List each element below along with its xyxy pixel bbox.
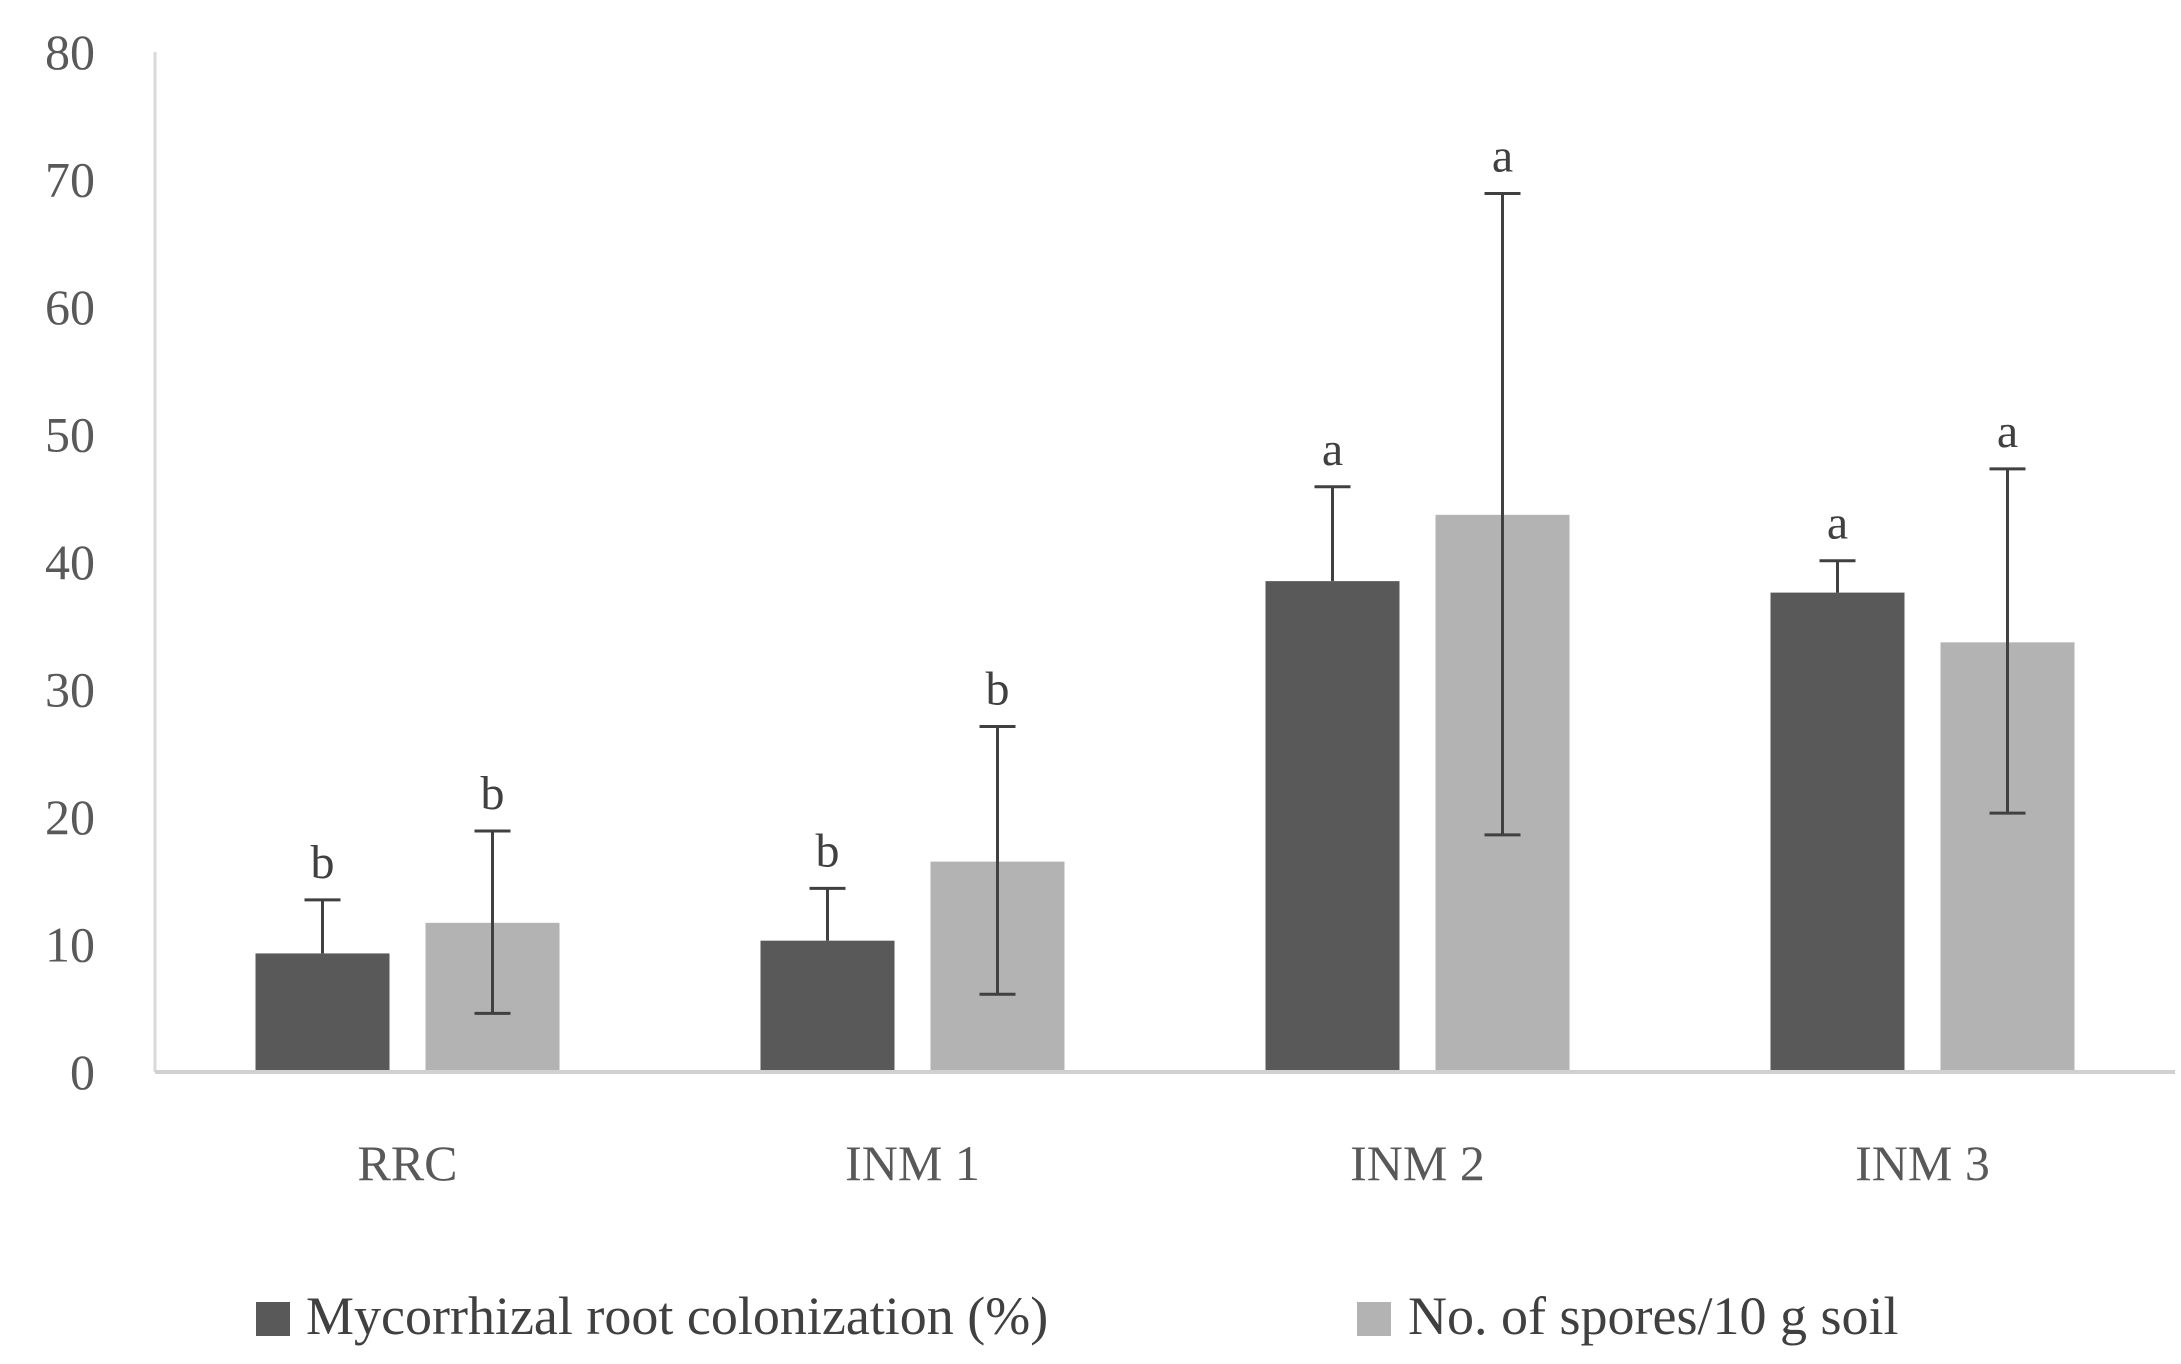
y-tick-label-10: 10 xyxy=(45,917,95,973)
bar-s0-inm-1 xyxy=(760,940,895,1072)
legend-swatch-spores xyxy=(1357,1302,1391,1336)
significance-label-s1-rrc: b xyxy=(481,767,505,820)
significance-label-s1-inm-1: b xyxy=(986,662,1010,715)
significance-label-s0-inm-1: b xyxy=(816,824,840,877)
bar-s0-inm-2 xyxy=(1265,581,1400,1072)
legend-label-mycorrhizal: Mycorrhizal root colonization (%) xyxy=(306,1286,1048,1346)
y-tick-label-20: 20 xyxy=(45,789,95,845)
y-tick-label-60: 60 xyxy=(45,279,95,335)
legend-label-spores: No. of spores/10 g soil xyxy=(1408,1286,1898,1346)
y-tick-label-80: 80 xyxy=(45,24,95,80)
significance-label-s0-inm-3: a xyxy=(1827,497,1848,550)
y-tick-label-40: 40 xyxy=(45,534,95,590)
y-axis-ticks: 0 10 20 30 40 50 60 70 80 xyxy=(45,24,95,1100)
bar-s0-rrc xyxy=(255,953,390,1072)
significance-label-s0-rrc: b xyxy=(311,836,335,889)
y-tick-label-70: 70 xyxy=(45,152,95,208)
category-label-inm-1: INM 1 xyxy=(845,1135,980,1191)
significance-label-s1-inm-2: a xyxy=(1492,130,1513,183)
category-labels: RRC INM 1 INM 2 INM 3 xyxy=(357,1135,1989,1191)
bars-group xyxy=(255,514,2075,1072)
significance-label-s0-inm-2: a xyxy=(1322,423,1343,476)
error-bars-group xyxy=(304,192,2026,1015)
y-tick-label-30: 30 xyxy=(45,662,95,718)
category-label-inm-3: INM 3 xyxy=(1855,1135,1990,1191)
legend: Mycorrhizal root colonization (%) No. of… xyxy=(256,1286,1898,1346)
legend-swatch-mycorrhizal xyxy=(256,1302,290,1336)
significance-label-s1-inm-3: a xyxy=(1997,405,2018,458)
category-label-inm-2: INM 2 xyxy=(1350,1135,1485,1191)
significance-labels: b b b b a a a a xyxy=(311,130,2019,889)
category-label-rrc: RRC xyxy=(357,1135,457,1191)
bar-s0-inm-3 xyxy=(1770,592,1905,1072)
y-tick-label-50: 50 xyxy=(45,407,95,463)
y-tick-label-0: 0 xyxy=(70,1044,95,1100)
